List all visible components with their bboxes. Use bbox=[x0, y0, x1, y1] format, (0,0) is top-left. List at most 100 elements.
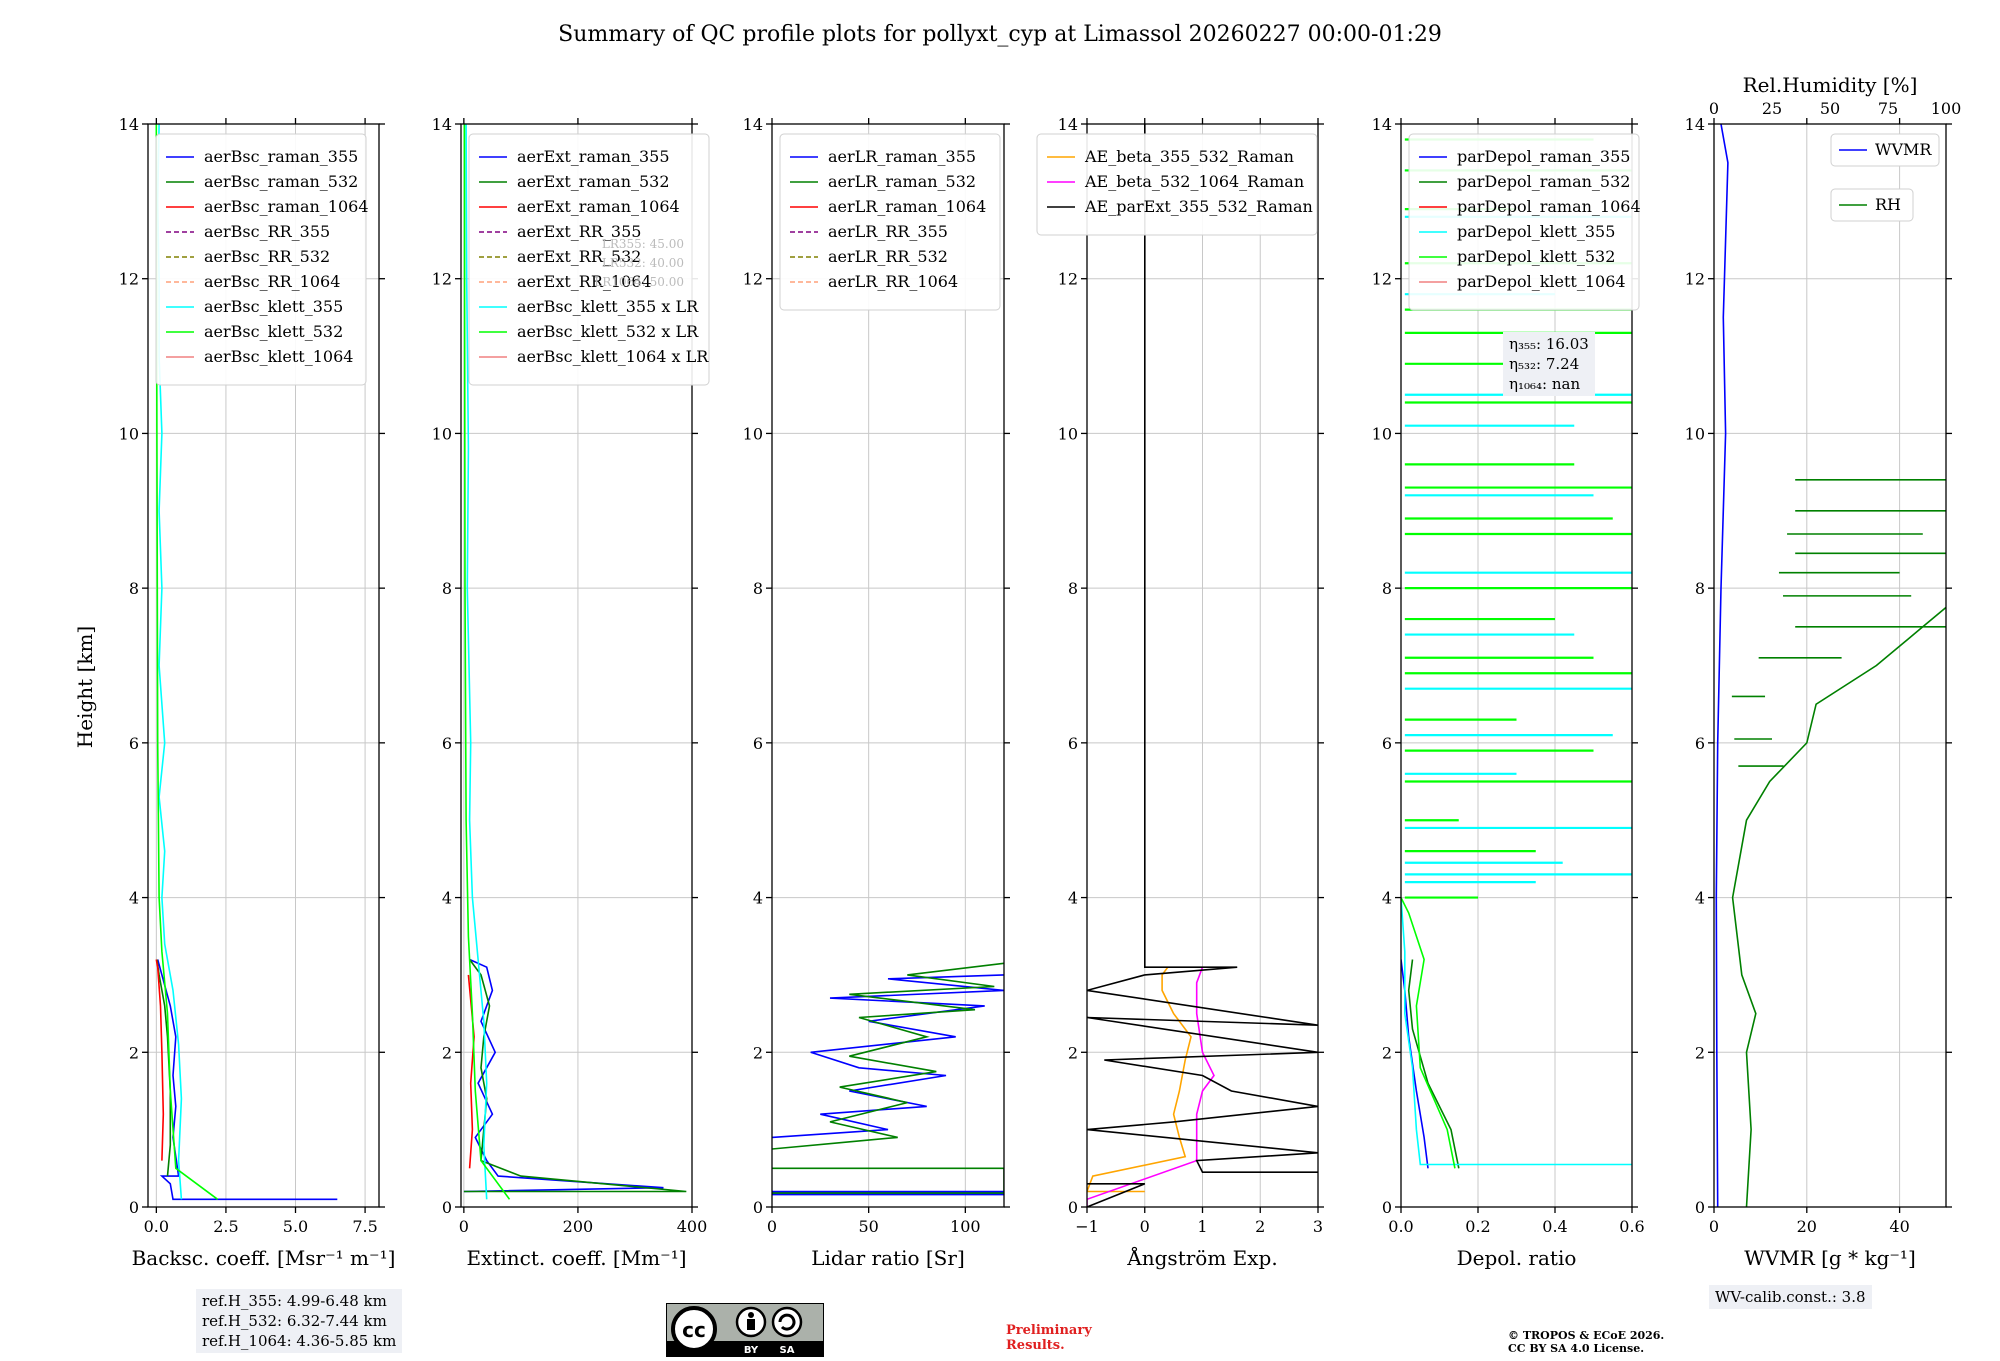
x-tick-label: 0.6 bbox=[1619, 1217, 1644, 1236]
legend-entry: aerLR_raman_1064 bbox=[828, 197, 986, 216]
x-tick-label: 20 bbox=[1797, 1217, 1817, 1236]
panel-1 bbox=[142, 118, 385, 1213]
series-line-aerBsc_raman_355 bbox=[156, 959, 338, 1201]
y-tick-label: 2 bbox=[1068, 1043, 1078, 1062]
x-tick-label: 100 bbox=[950, 1217, 981, 1236]
y-tick-label: 8 bbox=[442, 579, 452, 598]
x-tick-label: 0.0 bbox=[144, 1217, 169, 1236]
preliminary-line-1: Preliminary bbox=[1006, 1323, 1092, 1338]
series-line-AE_beta_532_1064_Raman bbox=[1087, 966, 1215, 1207]
x-tick-label: 2 bbox=[1255, 1217, 1265, 1236]
legend-box bbox=[1830, 188, 1914, 222]
y-tick-label: 8 bbox=[1382, 579, 1392, 598]
y-tick-label: 14 bbox=[1058, 115, 1078, 134]
x-tick-label: 400 bbox=[677, 1217, 708, 1236]
y-tick-label: 2 bbox=[753, 1043, 763, 1062]
x-tick-label: 0 bbox=[1709, 1217, 1719, 1236]
y-tick-label: 2 bbox=[129, 1043, 139, 1062]
x-tick-label: 3 bbox=[1313, 1217, 1323, 1236]
y-tick-label: 4 bbox=[1068, 889, 1078, 908]
x-axis-label: Lidar ratio [Sr] bbox=[811, 1246, 965, 1270]
y-tick-label: 14 bbox=[1685, 115, 1705, 134]
series-group bbox=[155, 124, 338, 1201]
y-tick-label: 12 bbox=[1372, 270, 1392, 289]
x-tick-label: 0.0 bbox=[1388, 1217, 1413, 1236]
x-axis-label: Backsc. coeff. [Msr⁻¹ m⁻¹] bbox=[132, 1246, 396, 1270]
series-line-RH bbox=[1731, 606, 1946, 1207]
x-axis-label: WVMR [g * kg⁻¹] bbox=[1744, 1246, 1916, 1270]
legend-box bbox=[155, 133, 367, 386]
y-tick-label: 10 bbox=[1372, 424, 1392, 443]
series-line-aerBsc_raman_532 bbox=[156, 959, 172, 1177]
series-group bbox=[1715, 124, 1946, 1207]
ref-height-1064: ref.H_1064: 4.36-5.85 km bbox=[202, 1332, 397, 1350]
lr-label: LR355: 45.00 bbox=[602, 237, 684, 251]
x-axis-label: Depol. ratio bbox=[1457, 1246, 1577, 1270]
y-tick-label: 6 bbox=[1382, 734, 1392, 753]
legend-entry: parDepol_raman_355 bbox=[1457, 147, 1630, 166]
eta-1064: η₁₀₆₄: nan bbox=[1509, 375, 1581, 393]
y-tick-label: 6 bbox=[1068, 734, 1078, 753]
copyright-note: © TROPOS & ECoE 2026. CC BY SA 4.0 Licen… bbox=[1508, 1329, 1664, 1355]
y-tick-label: 14 bbox=[119, 115, 139, 134]
y-tick-label: 6 bbox=[1695, 734, 1705, 753]
cc-license-badge: cc BY SA bbox=[665, 1302, 825, 1358]
legend-entry: aerBsc_RR_1064 bbox=[204, 272, 340, 291]
by-label: BY bbox=[744, 1345, 759, 1356]
top-x-tick-label: 0 bbox=[1709, 99, 1719, 118]
legend-entry: aerBsc_RR_355 bbox=[204, 222, 330, 241]
legend-entry: aerBsc_raman_355 bbox=[204, 147, 358, 166]
x-tick-label: 2.5 bbox=[213, 1217, 238, 1236]
panel-6 bbox=[1708, 118, 1952, 1213]
y-tick-label: 6 bbox=[442, 734, 452, 753]
legend-entry: aerExt_raman_532 bbox=[517, 172, 670, 191]
panel-5 bbox=[1395, 118, 1640, 1213]
sa-label: SA bbox=[780, 1345, 795, 1356]
y-tick-label: 4 bbox=[1382, 889, 1392, 908]
legend-entry: parDepol_klett_1064 bbox=[1457, 272, 1626, 291]
cc-icon: cc bbox=[682, 1318, 706, 1342]
legend-entry: parDepol_klett_532 bbox=[1457, 247, 1615, 266]
y-tick-label: 2 bbox=[1695, 1043, 1705, 1062]
legend-entry: aerLR_RR_355 bbox=[828, 222, 948, 241]
eta-box: η₃₅₅: 16.03 η₅₃₂: 7.24 η₁₀₆₄: nan bbox=[1503, 332, 1595, 396]
x-tick-label: 1 bbox=[1197, 1217, 1207, 1236]
x-tick-label: 200 bbox=[563, 1217, 594, 1236]
legend-box bbox=[1830, 133, 1940, 167]
top-x-tick-label: 25 bbox=[1762, 99, 1782, 118]
y-tick-label: 4 bbox=[442, 889, 452, 908]
y-tick-label: 12 bbox=[119, 270, 139, 289]
top-x-tick-label: 50 bbox=[1820, 99, 1840, 118]
y-tick-label: 10 bbox=[119, 424, 139, 443]
y-tick-label: 0 bbox=[1695, 1198, 1705, 1217]
legend-entry: aerBsc_RR_532 bbox=[204, 247, 330, 266]
x-tick-label: 0 bbox=[1140, 1217, 1150, 1236]
series-line-AE_beta_355_532_Raman bbox=[1087, 966, 1192, 1193]
y-tick-label: 12 bbox=[1058, 270, 1078, 289]
series-line-aerLR_raman_532 bbox=[772, 1167, 1004, 1194]
series-line-parDepol_klett_355 bbox=[1401, 897, 1632, 1166]
series-line-aerBsc_klett_355 x LR bbox=[465, 124, 488, 1200]
y-tick-label: 10 bbox=[743, 424, 763, 443]
series-group bbox=[1087, 124, 1318, 1207]
series-line-aerBsc_klett_532 bbox=[155, 124, 219, 1200]
legend-box bbox=[1408, 133, 1640, 311]
series-group bbox=[772, 962, 1004, 1196]
y-tick-label: 8 bbox=[1068, 579, 1078, 598]
preliminary-line-2: Results. bbox=[1006, 1338, 1065, 1353]
y-tick-label: 8 bbox=[1695, 579, 1705, 598]
legend-entry: aerBsc_klett_532 x LR bbox=[517, 322, 699, 341]
series-line-aerBsc_raman_1064 bbox=[155, 959, 165, 1161]
series-line-WVMR bbox=[1715, 124, 1729, 1207]
plot-frame bbox=[1400, 123, 1633, 1208]
y-tick-label: 6 bbox=[129, 734, 139, 753]
legend-box bbox=[779, 133, 1001, 311]
y-tick-label: 0 bbox=[442, 1198, 452, 1217]
y-tick-label: 4 bbox=[129, 889, 139, 908]
series-line-parDepol_klett_532 bbox=[1401, 897, 1456, 1169]
ref-height-355: ref.H_355: 4.99-6.48 km bbox=[202, 1292, 387, 1310]
y-tick-label: 14 bbox=[1372, 115, 1392, 134]
y-tick-label: 14 bbox=[743, 115, 763, 134]
y-tick-label: 8 bbox=[129, 579, 139, 598]
